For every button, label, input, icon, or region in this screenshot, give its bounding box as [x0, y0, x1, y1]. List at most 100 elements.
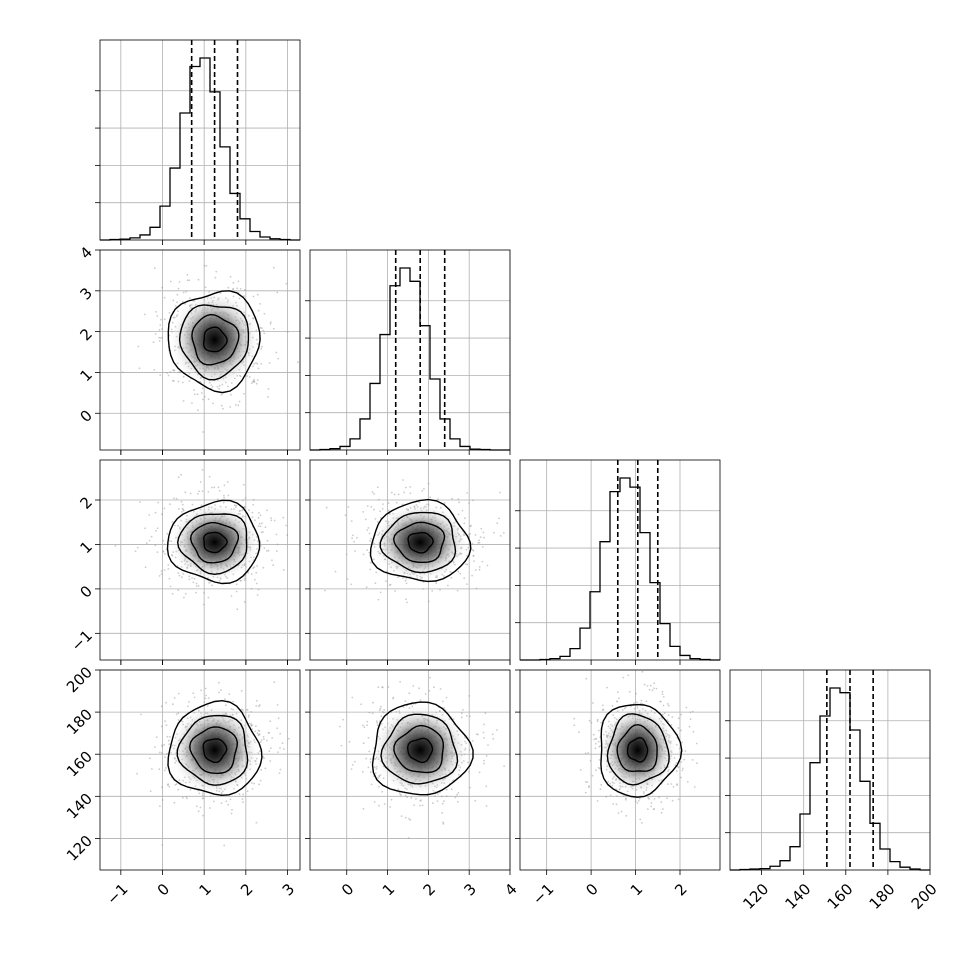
scatter-point [466, 554, 468, 557]
scatter-point [686, 781, 689, 783]
scatter-point [181, 796, 184, 799]
scatter-point [478, 541, 481, 544]
scatter-point [159, 374, 162, 376]
scatter-point [600, 721, 603, 724]
x-tick-label: 0 [154, 880, 173, 899]
scatter-point [185, 290, 188, 293]
scatter-point [436, 800, 439, 802]
scatter-point [627, 674, 630, 677]
scatter-point [197, 409, 199, 412]
scatter-point [183, 596, 185, 599]
scatter-point [431, 590, 434, 592]
histogram-panel-2 [305, 249, 511, 455]
scatter-point [409, 819, 412, 821]
scatter-point [368, 551, 371, 554]
scatter-point [434, 795, 436, 797]
scatter-point [429, 676, 431, 679]
scatter-point [367, 527, 370, 529]
scatter-point [368, 750, 371, 753]
scatter-point [177, 371, 180, 374]
scatter-point [198, 490, 200, 493]
scatter-point [203, 264, 206, 267]
y-tick-label: 0 [77, 407, 96, 426]
scatter-point [175, 305, 177, 307]
scatter-point [163, 569, 166, 571]
scatter-point [202, 398, 204, 401]
scatter-point [248, 714, 250, 717]
scatter-point [472, 554, 475, 557]
scatter-point [676, 784, 678, 786]
scatter-point [468, 749, 471, 751]
scatter-point [385, 580, 387, 582]
x-tick-label: 3 [460, 880, 479, 899]
scatter-point [441, 812, 443, 814]
scatter-point [240, 708, 243, 711]
scatter-point [200, 689, 203, 692]
scatter-point [404, 794, 407, 797]
scatter-point [227, 481, 229, 483]
x-tick-label: 0 [338, 880, 357, 899]
scatter-point [155, 529, 157, 532]
scatter-point [645, 700, 648, 703]
scatter-point [193, 389, 196, 391]
scatter-point [232, 700, 235, 703]
contour-line [406, 737, 434, 764]
scatter-point [273, 519, 276, 522]
scatter-point [296, 361, 299, 364]
scatter-point [161, 744, 163, 747]
scatter-point [256, 565, 258, 567]
scatter-point [666, 797, 668, 799]
scatter-point [456, 793, 458, 796]
scatter-point [260, 545, 262, 547]
scatter-point [429, 496, 432, 499]
scatter-point [202, 797, 205, 800]
scatter-point [380, 715, 383, 717]
scatter-point [180, 473, 183, 476]
scatter-point [167, 564, 170, 566]
scatter-point [588, 719, 591, 722]
scatter-point [272, 564, 275, 567]
scatter-point [658, 796, 661, 799]
scatter-point [257, 309, 260, 312]
scatter-point [182, 509, 185, 512]
scatter-point [174, 783, 177, 786]
histogram-panel-1 [95, 39, 301, 245]
scatter-point [447, 584, 449, 587]
scatter-point [285, 282, 288, 285]
scatter-point [356, 536, 358, 539]
contour-line [166, 499, 261, 585]
y-tick-label: 160 [63, 747, 96, 780]
scatter-point [587, 752, 590, 754]
scatter-point [650, 802, 653, 804]
scatter-point [276, 704, 279, 706]
scatter-point [188, 279, 191, 282]
scatter-point [496, 522, 499, 525]
scatter-point [681, 741, 684, 744]
scatter-point [382, 503, 384, 505]
scatter-point [238, 793, 241, 796]
scatter-point [202, 431, 205, 433]
scatter-point [267, 388, 270, 390]
scatter-point [684, 750, 687, 752]
scatter-point [468, 770, 470, 773]
scatter-point [682, 767, 684, 770]
scatter-point [255, 582, 258, 585]
scatter-point [166, 372, 169, 374]
scatter-point [369, 561, 372, 564]
scatter-point [264, 526, 267, 529]
scatter-point [457, 792, 460, 794]
scatter-point [601, 704, 604, 707]
scatter-point [161, 752, 163, 754]
scatter-point [244, 577, 247, 580]
scatter-point [424, 693, 427, 695]
scatter-point [653, 687, 655, 690]
scatter-point [469, 532, 471, 535]
scatter-point [672, 786, 675, 788]
scatter-point [207, 398, 210, 401]
scatter-point [366, 529, 369, 531]
scatter-point [164, 543, 166, 546]
scatter-point [463, 522, 466, 525]
scatter-point [612, 803, 615, 805]
scatter-point [599, 788, 602, 791]
scatter-point [609, 794, 612, 797]
